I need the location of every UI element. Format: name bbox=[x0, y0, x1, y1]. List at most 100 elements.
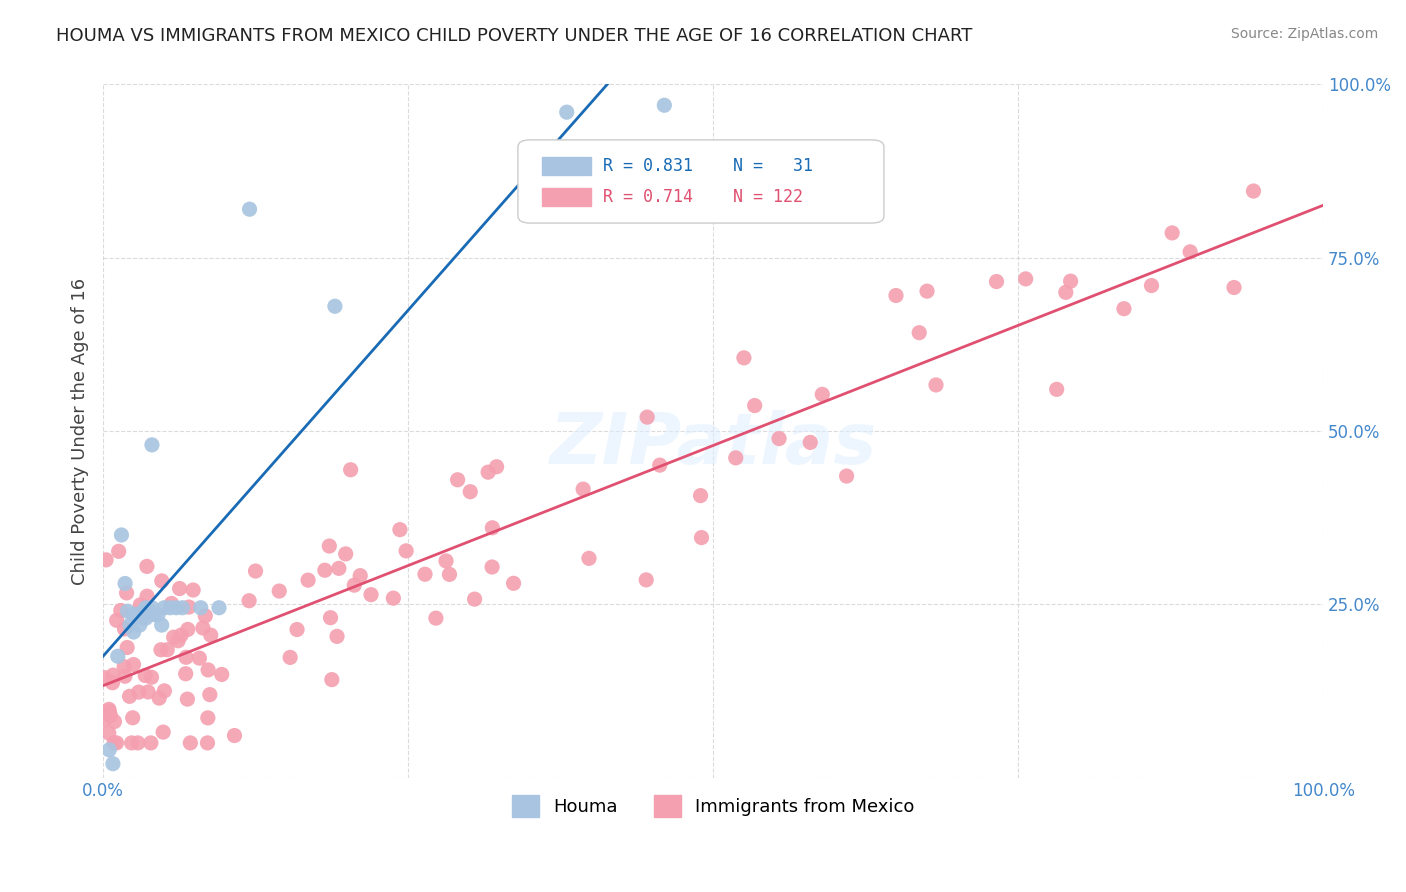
Point bbox=[132, 604, 155, 618]
Point bbox=[114, 622, 136, 636]
Point bbox=[135, 559, 157, 574]
Text: R = 0.714    N = 122: R = 0.714 N = 122 bbox=[603, 187, 803, 206]
Point bbox=[318, 539, 340, 553]
Point bbox=[689, 489, 711, 503]
Point bbox=[200, 628, 222, 642]
Point bbox=[117, 604, 139, 618]
Point bbox=[160, 597, 183, 611]
Point bbox=[835, 469, 858, 483]
Point bbox=[115, 640, 138, 655]
Point bbox=[131, 611, 153, 625]
Point bbox=[578, 551, 600, 566]
Point bbox=[319, 610, 342, 624]
Point bbox=[360, 588, 382, 602]
Point bbox=[167, 633, 190, 648]
Point bbox=[238, 202, 260, 217]
Point bbox=[169, 582, 191, 596]
Point bbox=[811, 387, 834, 401]
Point bbox=[121, 711, 143, 725]
Point bbox=[122, 607, 145, 622]
Point bbox=[121, 736, 143, 750]
Point bbox=[652, 98, 675, 112]
Point bbox=[150, 574, 173, 588]
Point bbox=[485, 459, 508, 474]
Point bbox=[925, 378, 948, 392]
Point bbox=[191, 621, 214, 635]
Point bbox=[636, 573, 658, 587]
Point bbox=[149, 642, 172, 657]
Point bbox=[93, 671, 115, 685]
Point bbox=[112, 659, 135, 673]
Point bbox=[97, 702, 120, 716]
Point bbox=[129, 598, 152, 612]
Point bbox=[434, 554, 457, 568]
Point bbox=[101, 756, 124, 771]
Point bbox=[208, 600, 231, 615]
Text: Source: ZipAtlas.com: Source: ZipAtlas.com bbox=[1230, 27, 1378, 41]
Point bbox=[439, 567, 461, 582]
Point bbox=[110, 603, 132, 617]
Point bbox=[174, 650, 197, 665]
Point bbox=[446, 473, 468, 487]
Point bbox=[135, 611, 157, 625]
Point bbox=[238, 593, 260, 607]
Point bbox=[176, 692, 198, 706]
Point bbox=[1161, 226, 1184, 240]
Point bbox=[724, 450, 747, 465]
Point bbox=[648, 458, 671, 472]
Point bbox=[134, 668, 156, 682]
Point bbox=[328, 561, 350, 575]
Point bbox=[733, 351, 755, 365]
Point bbox=[139, 736, 162, 750]
Point bbox=[181, 582, 204, 597]
Point bbox=[339, 463, 361, 477]
Point bbox=[1178, 244, 1201, 259]
Point bbox=[172, 600, 194, 615]
Point bbox=[177, 600, 200, 615]
Point bbox=[163, 630, 186, 644]
Point bbox=[153, 684, 176, 698]
Point bbox=[1112, 301, 1135, 316]
Point bbox=[136, 685, 159, 699]
Point bbox=[1223, 280, 1246, 294]
Point bbox=[115, 586, 138, 600]
Point bbox=[97, 726, 120, 740]
Point bbox=[1140, 278, 1163, 293]
Point bbox=[122, 657, 145, 672]
Point bbox=[278, 650, 301, 665]
Point bbox=[211, 667, 233, 681]
Point bbox=[153, 600, 176, 615]
Point bbox=[388, 523, 411, 537]
Point bbox=[101, 668, 124, 682]
Point bbox=[321, 673, 343, 687]
Point bbox=[690, 531, 713, 545]
Point bbox=[103, 736, 125, 750]
Point bbox=[481, 560, 503, 574]
Point bbox=[150, 618, 173, 632]
Point bbox=[141, 438, 163, 452]
Point bbox=[93, 713, 115, 727]
Point bbox=[122, 625, 145, 640]
Point bbox=[382, 591, 405, 606]
Point bbox=[135, 600, 157, 615]
Point bbox=[326, 629, 349, 643]
Point bbox=[285, 623, 308, 637]
Point bbox=[128, 685, 150, 699]
Point bbox=[915, 284, 938, 298]
Y-axis label: Child Poverty Under the Age of 16: Child Poverty Under the Age of 16 bbox=[72, 277, 89, 584]
Point bbox=[395, 544, 418, 558]
Point bbox=[572, 482, 595, 496]
Point bbox=[799, 435, 821, 450]
Point bbox=[114, 576, 136, 591]
Text: HOUMA VS IMMIGRANTS FROM MEXICO CHILD POVERTY UNDER THE AGE OF 16 CORRELATION CH: HOUMA VS IMMIGRANTS FROM MEXICO CHILD PO… bbox=[56, 27, 973, 45]
Point bbox=[477, 465, 499, 479]
Point bbox=[105, 613, 128, 627]
Point bbox=[1046, 382, 1069, 396]
Point bbox=[141, 670, 163, 684]
Point bbox=[744, 399, 766, 413]
Point bbox=[343, 578, 366, 592]
Point bbox=[323, 299, 346, 313]
Point bbox=[127, 736, 149, 750]
Point bbox=[101, 675, 124, 690]
Point bbox=[224, 729, 246, 743]
